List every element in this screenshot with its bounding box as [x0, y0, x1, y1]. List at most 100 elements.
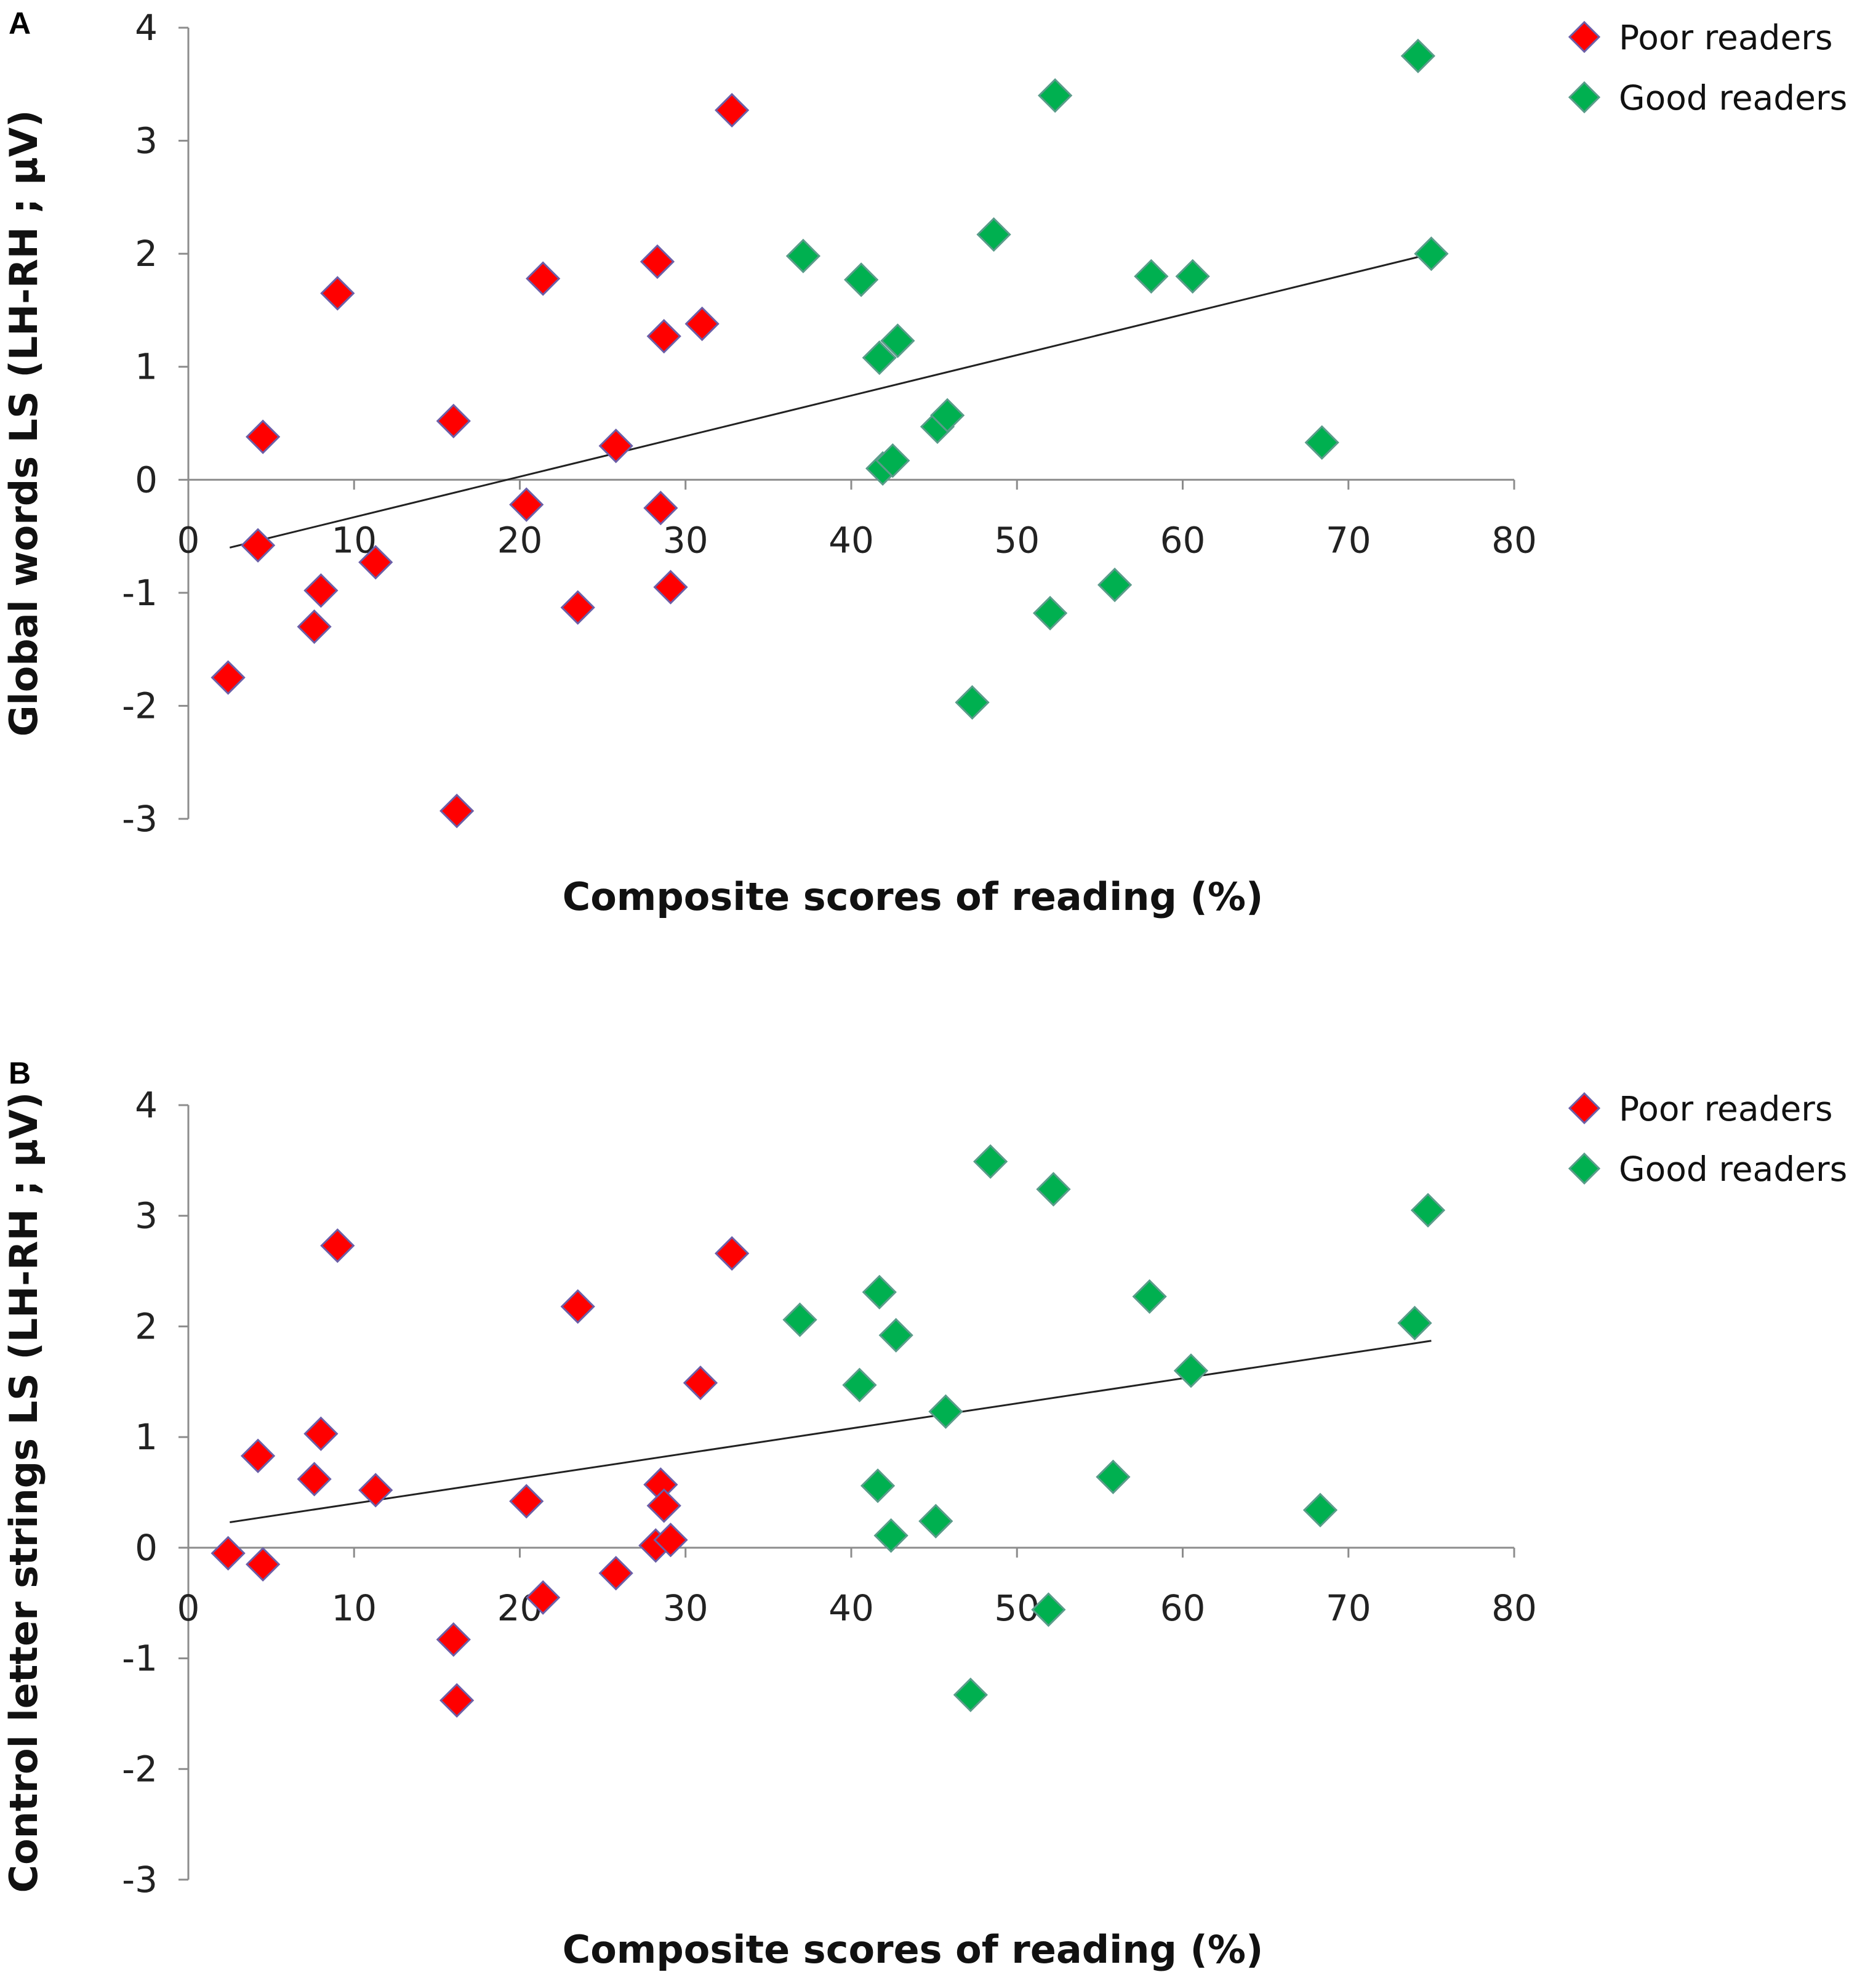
x-tick-label: 70 — [1326, 519, 1371, 561]
legend-label: Good readers — [1619, 78, 1847, 118]
data-point — [1304, 425, 1339, 460]
data-point — [782, 1302, 817, 1337]
data-point — [646, 319, 681, 354]
data-point — [684, 306, 720, 342]
y-tick-label: 0 — [135, 459, 158, 501]
data-point — [509, 487, 544, 522]
y-tick-label: 1 — [135, 346, 158, 388]
y-tick-label: -2 — [122, 685, 158, 726]
x-tick-label: 10 — [331, 1587, 377, 1629]
series-good-readers — [782, 1144, 1446, 1712]
data-point — [303, 1416, 339, 1451]
panel-letter: A — [9, 6, 31, 41]
data-point — [439, 1683, 475, 1718]
data-point — [1410, 1193, 1446, 1228]
data-point — [560, 1289, 595, 1324]
data-point — [842, 1367, 877, 1402]
trendline — [230, 1340, 1432, 1524]
data-point — [973, 1144, 1008, 1179]
legend: Poor readers Good readers — [1568, 18, 1847, 118]
data-point — [1175, 259, 1210, 294]
data-point — [640, 244, 675, 280]
data-point — [862, 1274, 897, 1310]
y-tick-label: -3 — [122, 1859, 158, 1901]
y-tick-label: -1 — [122, 1638, 158, 1680]
data-point — [297, 609, 332, 645]
data-point — [1036, 1172, 1071, 1207]
data-point — [918, 1503, 953, 1539]
data-point — [643, 491, 678, 526]
data-point — [862, 340, 897, 376]
data-point — [785, 238, 821, 273]
data-point — [1400, 38, 1435, 74]
y-tick-label: -1 — [122, 572, 158, 614]
x-axis-title: Composite scores of reading (%) — [563, 1927, 1264, 1972]
data-point — [246, 1547, 281, 1582]
x-tick-label: 80 — [1491, 519, 1537, 561]
x-tick-label: 30 — [663, 1587, 708, 1629]
data-point — [560, 590, 595, 625]
data-point — [526, 261, 561, 296]
data-point — [873, 1518, 908, 1553]
data-point — [297, 1462, 332, 1497]
y-tick-label: -3 — [122, 798, 158, 840]
data-point — [240, 1438, 276, 1473]
data-point — [683, 1365, 718, 1401]
trendline — [229, 252, 1432, 549]
data-point — [646, 1488, 681, 1523]
data-point — [1134, 259, 1169, 294]
x-tick-label: 60 — [1160, 519, 1206, 561]
data-point — [860, 1468, 896, 1503]
data-point — [955, 685, 990, 720]
panel-letter: B — [9, 1056, 31, 1090]
data-point — [436, 403, 471, 438]
legend-marker — [1568, 1152, 1601, 1185]
data-point — [358, 1473, 393, 1508]
x-tick-label: 50 — [994, 1587, 1040, 1629]
data-point — [844, 262, 879, 297]
y-tick-label: 0 — [135, 1527, 158, 1569]
data-point — [320, 1228, 355, 1263]
data-point — [1414, 236, 1449, 272]
data-point — [240, 528, 276, 563]
data-point — [653, 1523, 688, 1558]
y-tick-label: -2 — [122, 1748, 158, 1790]
data-point — [358, 545, 393, 580]
x-tick-label: 30 — [663, 519, 708, 561]
x-tick-label: 20 — [497, 519, 543, 561]
x-tick-label: 0 — [177, 1587, 200, 1629]
data-point — [320, 276, 355, 311]
y-tick-label: 3 — [135, 1195, 158, 1237]
series-poor-readers — [211, 1228, 750, 1718]
data-point — [211, 660, 246, 695]
x-tick-label: 0 — [177, 519, 200, 561]
y-tick-label: 3 — [135, 120, 158, 162]
y-tick-label: 2 — [135, 1305, 158, 1347]
data-point — [953, 1677, 988, 1712]
legend-label: Poor readers — [1619, 18, 1833, 57]
data-point — [653, 569, 688, 605]
legend: Poor readers Good readers — [1568, 1089, 1847, 1189]
series-poor-readers — [211, 92, 750, 829]
data-point — [211, 1535, 246, 1571]
legend-marker — [1568, 81, 1601, 114]
x-tick-label: 50 — [994, 519, 1040, 561]
data-point — [1173, 1353, 1209, 1388]
y-axis-title: Global words LS (LH-RH ; µV) — [1, 110, 46, 737]
x-tick-label: 40 — [828, 1587, 874, 1629]
x-tick-label: 60 — [1160, 1587, 1206, 1629]
legend-label: Poor readers — [1619, 1089, 1833, 1129]
data-point — [598, 1556, 633, 1591]
data-point — [928, 1394, 963, 1429]
data-point — [1097, 567, 1133, 603]
data-point — [1132, 1279, 1167, 1314]
series-good-readers — [785, 38, 1449, 720]
data-point — [509, 1484, 544, 1519]
data-point — [875, 443, 910, 478]
y-tick-label: 1 — [135, 1416, 158, 1458]
y-tick-label: 4 — [135, 7, 158, 49]
legend-marker — [1568, 20, 1601, 54]
data-point — [439, 794, 475, 829]
data-point — [715, 92, 750, 128]
